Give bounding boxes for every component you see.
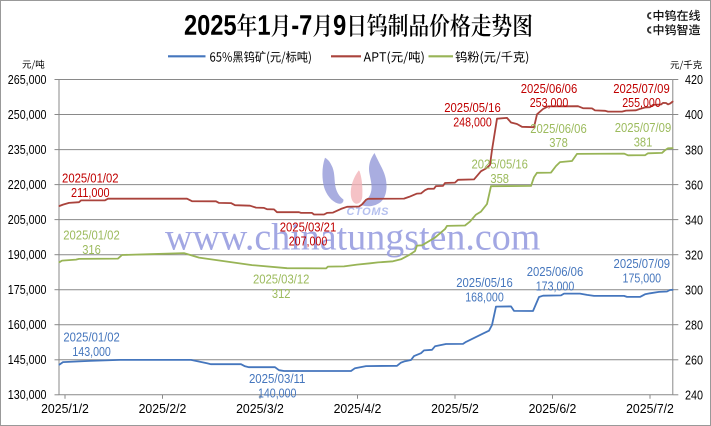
- svg-text:2025/07/09: 2025/07/09: [614, 256, 671, 271]
- svg-text:360: 360: [685, 177, 703, 192]
- svg-text:2025/5/2: 2025/5/2: [431, 401, 479, 416]
- svg-text:2025/05/16: 2025/05/16: [444, 100, 501, 115]
- svg-text:2025/05/16: 2025/05/16: [456, 275, 513, 290]
- svg-text:168,000: 168,000: [465, 289, 504, 304]
- svg-text:340: 340: [685, 212, 703, 227]
- svg-text:130,000: 130,000: [8, 387, 47, 402]
- svg-text:255,000: 255,000: [622, 95, 661, 110]
- svg-text:2025/1/2: 2025/1/2: [41, 401, 89, 416]
- svg-text:2025/06/06: 2025/06/06: [527, 264, 584, 279]
- svg-text:280: 280: [685, 317, 703, 332]
- svg-text:420: 420: [685, 72, 703, 87]
- svg-text:175,000: 175,000: [623, 271, 662, 286]
- svg-text:253,000: 253,000: [530, 95, 569, 110]
- svg-text:2025/07/09: 2025/07/09: [615, 120, 672, 135]
- svg-text:381: 381: [634, 135, 653, 150]
- svg-text:175,000: 175,000: [8, 282, 47, 297]
- svg-text:235,000: 235,000: [8, 142, 47, 157]
- svg-text:207,000: 207,000: [289, 234, 328, 249]
- svg-text:2025/05/16: 2025/05/16: [471, 156, 528, 171]
- svg-text:250,000: 250,000: [8, 107, 47, 122]
- svg-text:143,000: 143,000: [72, 344, 111, 359]
- svg-text:378: 378: [549, 135, 568, 150]
- svg-text:2025/01/02: 2025/01/02: [63, 227, 120, 242]
- svg-text:2025/07/09: 2025/07/09: [613, 81, 670, 96]
- svg-text:211,000: 211,000: [71, 185, 110, 200]
- svg-text:CTOMS: CTOMS: [347, 206, 390, 218]
- svg-text:240: 240: [685, 388, 703, 403]
- svg-text:2025/06/06: 2025/06/06: [521, 81, 578, 96]
- svg-text:2025/03/12: 2025/03/12: [253, 272, 310, 287]
- svg-text:2025/06/06: 2025/06/06: [530, 121, 587, 136]
- svg-text:2025/7/2: 2025/7/2: [626, 401, 674, 416]
- svg-text:260: 260: [685, 353, 703, 368]
- svg-text:220,000: 220,000: [8, 177, 47, 192]
- svg-text:160,000: 160,000: [8, 317, 47, 332]
- svg-text:300: 300: [685, 282, 703, 297]
- svg-text:2025/3/2: 2025/3/2: [236, 401, 284, 416]
- svg-text:312: 312: [272, 286, 291, 301]
- svg-text:2025/03/11: 2025/03/11: [249, 371, 306, 386]
- svg-text:190,000: 190,000: [8, 247, 47, 262]
- svg-text:320: 320: [685, 247, 703, 262]
- svg-text:2025/03/21: 2025/03/21: [280, 219, 337, 234]
- svg-text:2025/4/2: 2025/4/2: [334, 401, 382, 416]
- svg-text:358: 358: [490, 171, 509, 186]
- svg-text:140,000: 140,000: [258, 386, 297, 401]
- svg-text:2025/01/02: 2025/01/02: [62, 171, 119, 186]
- svg-text:2025/01/02: 2025/01/02: [63, 329, 120, 344]
- svg-text:380: 380: [685, 142, 703, 157]
- svg-text:265,000: 265,000: [8, 72, 47, 87]
- svg-text:www.chinatungsten.com: www.chinatungsten.com: [165, 217, 540, 259]
- svg-text:205,000: 205,000: [8, 212, 47, 227]
- svg-text:173,000: 173,000: [536, 278, 575, 293]
- svg-text:2025/2/2: 2025/2/2: [139, 401, 187, 416]
- svg-text:248,000: 248,000: [453, 114, 492, 129]
- svg-text:316: 316: [82, 242, 101, 257]
- svg-text:400: 400: [685, 107, 703, 122]
- svg-text:2025/6/2: 2025/6/2: [529, 401, 577, 416]
- svg-text:145,000: 145,000: [8, 352, 47, 367]
